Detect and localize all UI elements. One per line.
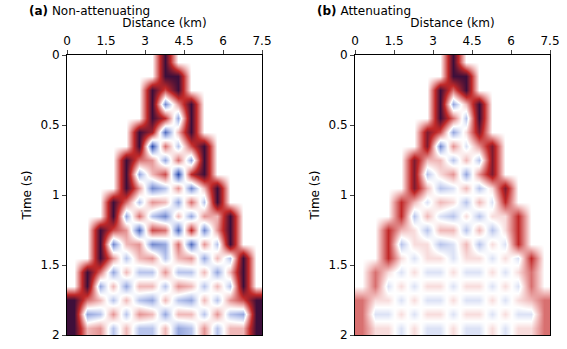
svg-text:0.5: 0.5 bbox=[329, 118, 348, 132]
svg-text:3: 3 bbox=[141, 34, 149, 48]
svg-text:0.5: 0.5 bbox=[41, 118, 60, 132]
svg-text:0: 0 bbox=[63, 34, 71, 48]
svg-text:7.5: 7.5 bbox=[540, 34, 559, 48]
svg-text:7.5: 7.5 bbox=[252, 34, 271, 48]
svg-text:2: 2 bbox=[340, 328, 348, 342]
svg-text:3: 3 bbox=[429, 34, 437, 48]
svg-text:1.5: 1.5 bbox=[41, 258, 60, 272]
svg-text:1.5: 1.5 bbox=[96, 34, 115, 48]
svg-text:1: 1 bbox=[340, 188, 348, 202]
svg-text:0: 0 bbox=[52, 48, 60, 62]
svg-text:6: 6 bbox=[219, 34, 227, 48]
svg-text:1.5: 1.5 bbox=[384, 34, 403, 48]
svg-text:Time (s): Time (s) bbox=[20, 171, 34, 221]
svg-text:6: 6 bbox=[507, 34, 515, 48]
svg-text:4.5: 4.5 bbox=[462, 34, 481, 48]
svg-text:2: 2 bbox=[52, 328, 60, 342]
svg-text:(a) Non-attenuating: (a) Non-attenuating bbox=[29, 4, 150, 18]
svg-text:Time (s): Time (s) bbox=[308, 171, 322, 221]
svg-text:0: 0 bbox=[340, 48, 348, 62]
svg-text:Distance (km): Distance (km) bbox=[410, 16, 494, 30]
svg-text:Distance (km): Distance (km) bbox=[122, 16, 206, 30]
svg-text:4.5: 4.5 bbox=[174, 34, 193, 48]
svg-text:1: 1 bbox=[52, 188, 60, 202]
svg-text:0: 0 bbox=[351, 34, 359, 48]
svg-text:1.5: 1.5 bbox=[329, 258, 348, 272]
svg-text:(b) Attenuating: (b) Attenuating bbox=[317, 4, 411, 18]
